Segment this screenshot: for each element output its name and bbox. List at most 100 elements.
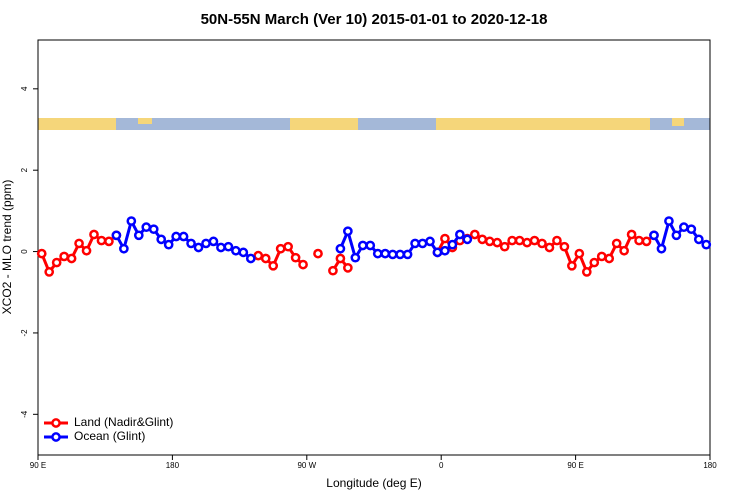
point (581, 267, 592, 277)
point (141, 222, 152, 233)
point (395, 249, 405, 260)
point (111, 230, 122, 241)
point (387, 249, 398, 260)
point (567, 260, 577, 271)
point (171, 231, 181, 242)
x-tick-label: 0 (439, 461, 444, 470)
x-axis-label: Longitude (deg E) (326, 476, 421, 490)
x-tick-label: 90 W (297, 461, 316, 470)
land-mask-band (38, 118, 710, 130)
point (245, 253, 256, 264)
point (447, 239, 458, 250)
point (522, 237, 532, 248)
point (671, 230, 682, 241)
point (455, 229, 465, 240)
land-band (38, 118, 116, 130)
point (596, 251, 607, 262)
point (335, 253, 346, 264)
point (380, 248, 391, 259)
y-tick-label: -4 (20, 410, 29, 418)
point (119, 243, 129, 254)
point (417, 238, 428, 249)
point (156, 234, 167, 245)
point (208, 236, 219, 247)
point (260, 253, 271, 264)
point (216, 242, 226, 253)
point (357, 240, 368, 251)
point (231, 245, 241, 256)
point (529, 235, 540, 246)
y-tick-label: 0 (20, 249, 29, 254)
point (148, 224, 159, 235)
y-axis-label: XCO2 - MLO trend (ppm) (0, 180, 14, 315)
point (574, 248, 585, 259)
chart-title: 50N-55N March (Ver 10) 2015-01-01 to 202… (201, 11, 548, 28)
point (298, 259, 308, 270)
point (656, 243, 667, 254)
point (514, 235, 525, 246)
point (372, 248, 383, 259)
point (499, 241, 510, 252)
point (223, 241, 234, 252)
y-tick-label: 4 (20, 86, 29, 91)
point (507, 235, 517, 246)
point (51, 257, 62, 268)
point (641, 236, 652, 247)
point (552, 235, 562, 246)
point (59, 251, 69, 262)
point (679, 222, 689, 233)
point (477, 234, 488, 245)
point (492, 237, 503, 248)
point (335, 243, 346, 254)
y-tick-label: -2 (20, 329, 29, 337)
land-band (290, 118, 358, 130)
point (425, 236, 435, 247)
legend-marker (51, 432, 61, 442)
point (178, 231, 189, 242)
point (238, 247, 249, 258)
point (193, 242, 204, 253)
point (126, 216, 137, 226)
point (649, 230, 659, 241)
point (365, 240, 376, 251)
point (275, 243, 286, 254)
point (96, 235, 107, 246)
point (328, 265, 338, 276)
x-tick-label: 180 (166, 461, 180, 470)
x-tick-label: 90 E (567, 461, 583, 470)
point (440, 245, 450, 256)
point (268, 260, 279, 271)
point (664, 216, 674, 226)
point (634, 235, 644, 246)
point (133, 230, 144, 241)
point (290, 252, 301, 263)
land-band (138, 118, 152, 124)
point (163, 239, 174, 250)
legend-marker (51, 418, 61, 428)
point (619, 245, 629, 256)
point (462, 234, 473, 245)
point (544, 242, 555, 253)
point (343, 226, 353, 237)
point (432, 247, 443, 258)
legend-label: Ocean (Glint) (74, 429, 145, 443)
y-tick-label: 2 (20, 167, 29, 172)
point (693, 234, 704, 245)
point (201, 238, 211, 249)
land-band (436, 118, 650, 130)
point (253, 250, 264, 261)
point (313, 248, 323, 259)
point (604, 253, 615, 264)
land-band (672, 118, 684, 126)
point (440, 233, 450, 244)
point (89, 229, 99, 240)
point (626, 229, 637, 240)
legend-label: Land (Nadir&Glint) (74, 415, 173, 429)
point (74, 238, 84, 249)
point (186, 238, 196, 249)
point (611, 238, 622, 249)
x-tick-label: 180 (703, 461, 717, 470)
point (537, 238, 547, 249)
point (44, 267, 55, 277)
